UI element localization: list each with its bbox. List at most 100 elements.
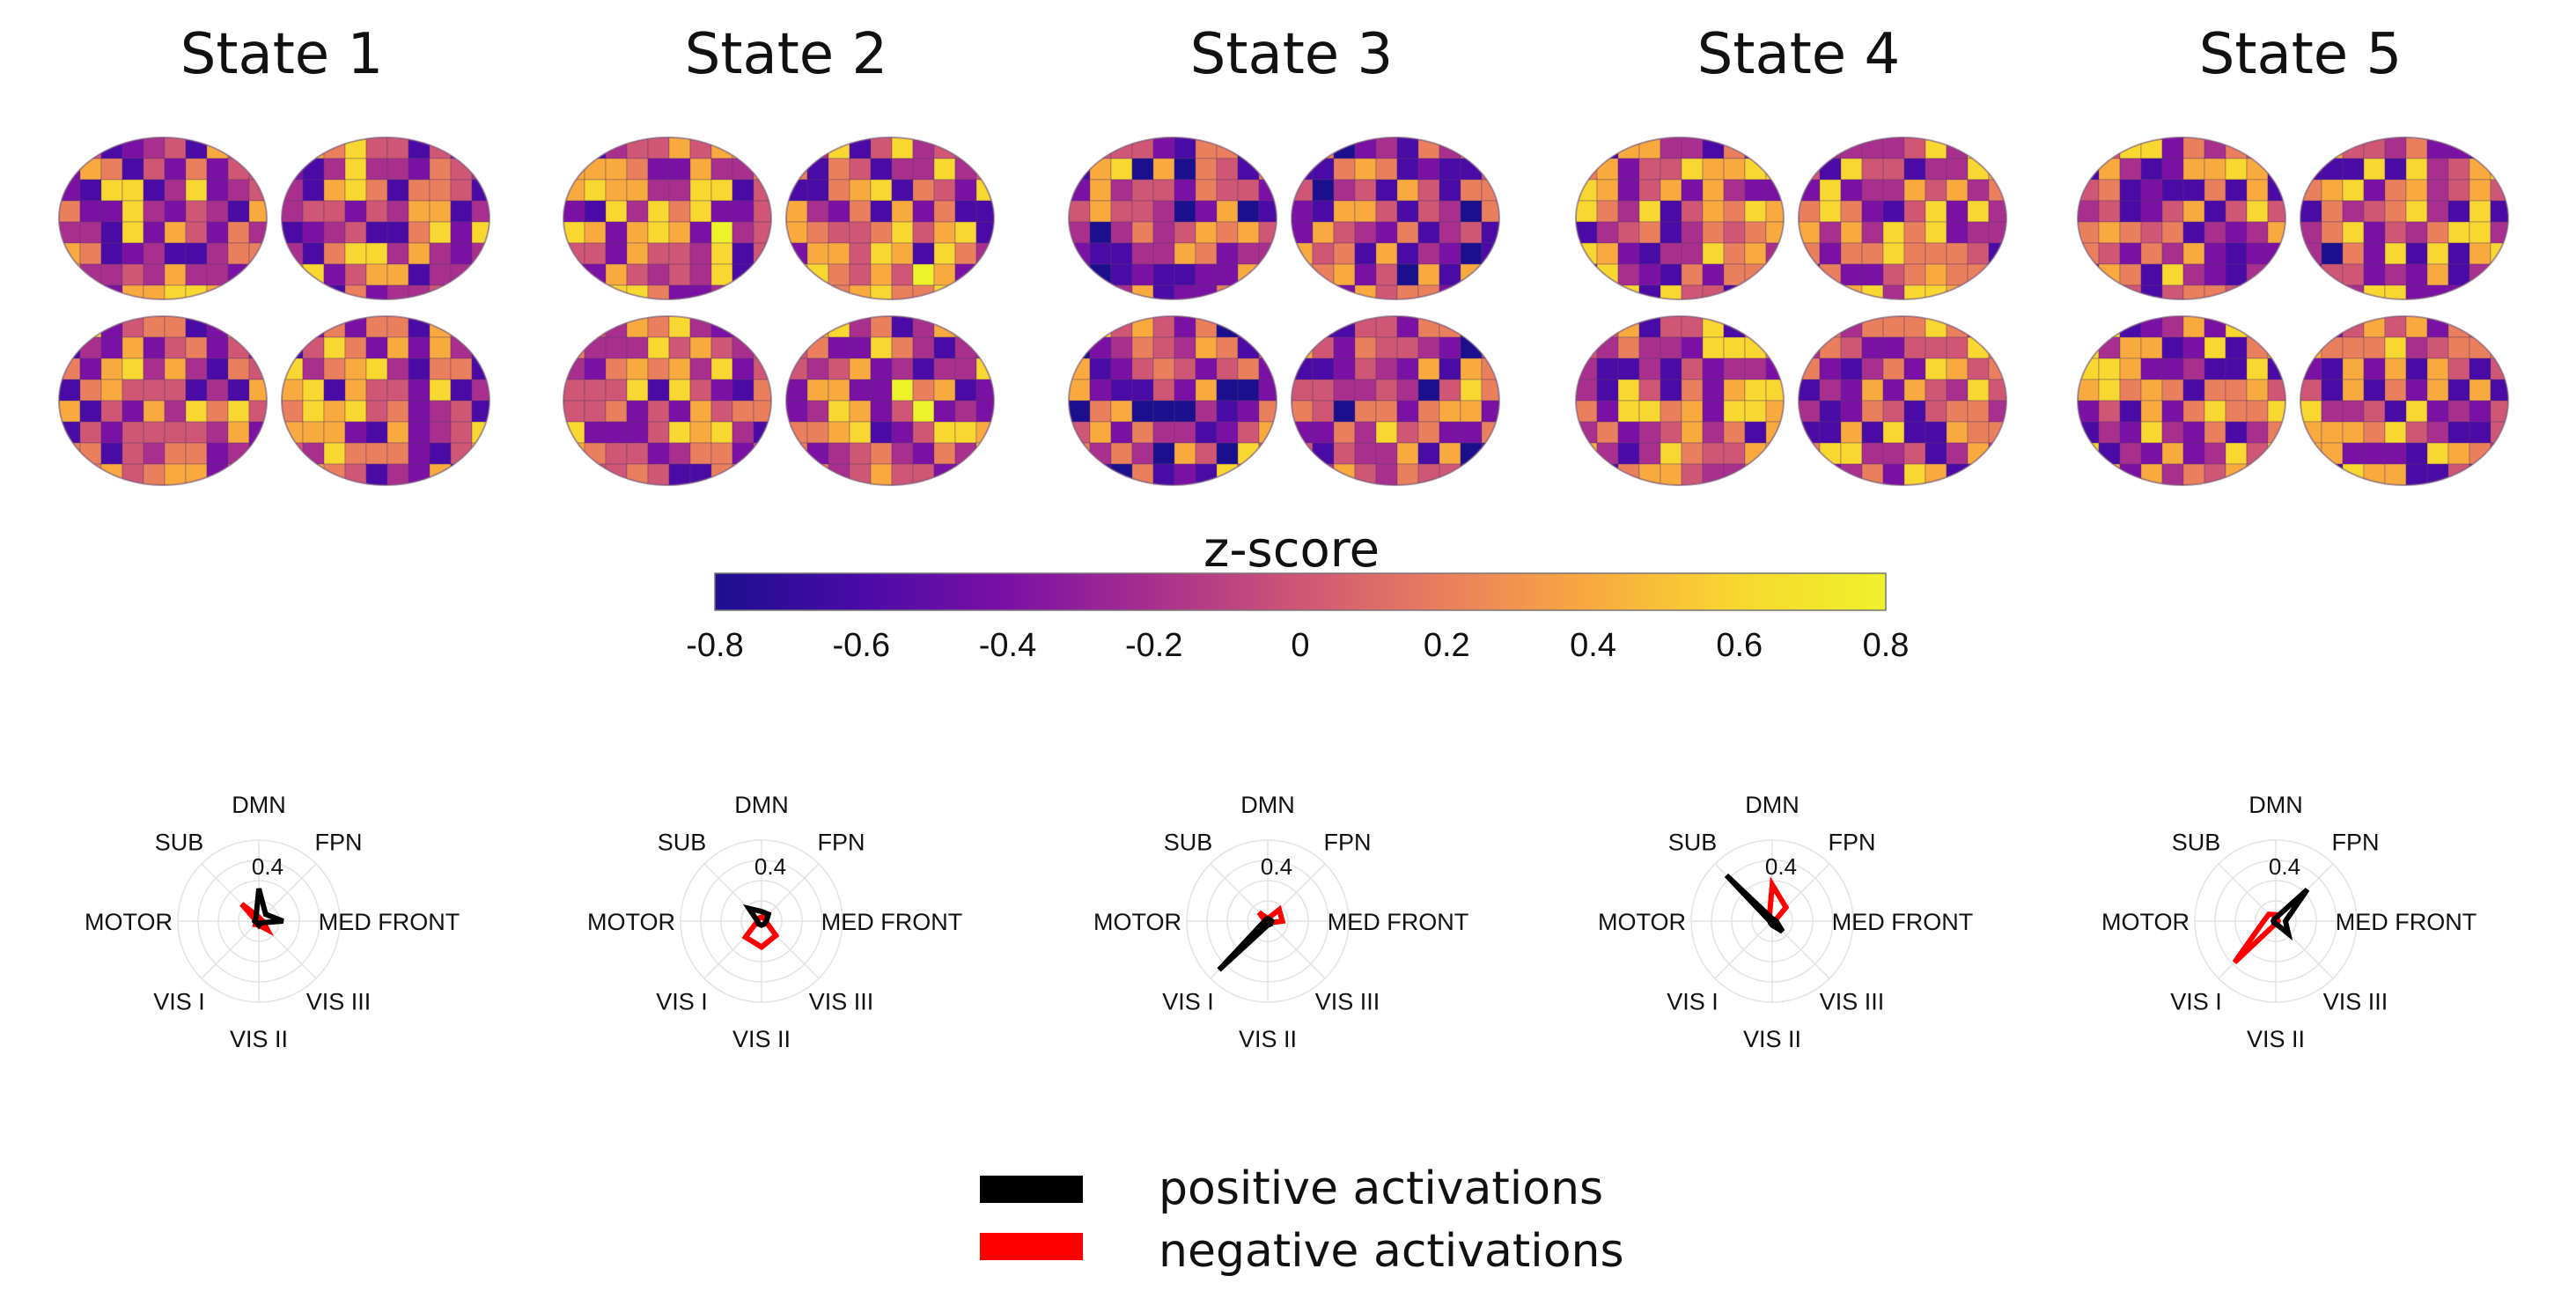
radar-axis-label: MED FRONT <box>2336 909 2477 935</box>
radar-series-positive <box>1217 915 1276 972</box>
radar-axis-label: SUB <box>1668 829 1718 855</box>
colorbar-tick-label: 0.8 <box>1863 627 1910 664</box>
brain-view <box>563 316 771 485</box>
colorbar-gradient <box>714 572 1887 611</box>
radar-axis-label: VIS I <box>2170 989 2222 1015</box>
colorbar-tick-label: -0.2 <box>1125 627 1182 664</box>
legend-label-negative: negative activations <box>1159 1225 1624 1278</box>
radar-axis-label: FPN <box>2332 829 2380 855</box>
brain-view <box>1069 316 1277 485</box>
state-title-1: State 1 <box>180 22 383 87</box>
radar-axis-label: VIS II <box>2247 1026 2305 1052</box>
radar-axis-label: DMN <box>1240 792 1295 818</box>
brain-set-3 <box>1068 136 1500 486</box>
radar-r-tick-label: 0.4 <box>1765 853 1797 880</box>
radar-axis-label: MOTOR <box>2101 909 2190 935</box>
colorbar-tick-label: 0.4 <box>1570 627 1616 664</box>
radar-series-positive <box>2270 887 2310 941</box>
radar-axis-label: SUB <box>2172 829 2221 855</box>
brain-view <box>282 316 489 485</box>
radar-chart-3: 0.4 DMN FPN MED FRONT VIS III VIS II VIS I MOTO… <box>1093 792 1468 1052</box>
radar-series-positive <box>742 904 772 928</box>
brain-view <box>786 316 994 485</box>
radar-series-positive <box>1724 873 1785 934</box>
state-title-4: State 4 <box>1697 22 1900 87</box>
brain-view <box>2078 316 2285 485</box>
colorbar-tick-label: 0.6 <box>1716 627 1763 664</box>
colorbar: z-score -0.8 -0.6 -0.4 -0.2 0 0.2 0.4 0.6 0.8 <box>686 521 1909 664</box>
state-title-5: State 5 <box>2199 22 2402 87</box>
colorbar-tick-label: -0.8 <box>686 627 743 664</box>
brain-set-2 <box>563 136 995 486</box>
radar-axis-label: VIS I <box>1162 989 1214 1015</box>
radar-axis-label: MED FRONT <box>319 909 460 935</box>
radar-axis-label: DMN <box>232 792 286 818</box>
colorbar-ticks: -0.8 -0.6 -0.4 -0.2 0 0.2 0.4 0.6 0.8 <box>686 627 1909 664</box>
radar-axis-label: MED FRONT <box>1832 909 1973 935</box>
radar-axis-label: MED FRONT <box>1328 909 1468 935</box>
brain-set-5 <box>2077 136 2509 486</box>
radar-axis-label: SUB <box>155 829 204 855</box>
radar-axis-label: VIS III <box>809 989 874 1015</box>
brain-set-1 <box>58 136 490 486</box>
radar-axis-label: VIS III <box>1315 989 1380 1015</box>
radar-axis-label: VIS III <box>1820 989 1885 1015</box>
state-titles: State 1 State 2 State 3 State 4 State 5 <box>180 22 2402 87</box>
colorbar-tick-label: -0.6 <box>833 627 890 664</box>
radar-axis-label: VIS I <box>1667 989 1719 1015</box>
radar-r-tick-label: 0.4 <box>252 853 283 880</box>
radar-axis-label: DMN <box>1745 792 1800 818</box>
radar-chart-2: 0.4 DMN FPN MED FRONT VIS III VIS II VIS I MOTO… <box>587 792 962 1052</box>
radar-axis-label: VIS II <box>1743 1026 1801 1052</box>
brain-renderings <box>58 136 2509 486</box>
colorbar-tick-label: -0.4 <box>979 627 1036 664</box>
state-title-2: State 2 <box>685 22 887 87</box>
radar-axis-label: FPN <box>1829 829 1876 855</box>
legend: positive activations negative activation… <box>980 1162 1624 1278</box>
radar-axis-label: VIS I <box>153 989 205 1015</box>
radar-axis-label: MOTOR <box>85 909 173 935</box>
radar-axis-label: VIS II <box>732 1026 791 1052</box>
radar-axis-label: MOTOR <box>1093 909 1181 935</box>
radar-axis-label: FPN <box>1324 829 1372 855</box>
state-title-3: State 3 <box>1190 22 1393 87</box>
radar-grid <box>680 839 843 1003</box>
radar-r-tick-label: 0.4 <box>1261 853 1292 880</box>
radar-axis-label: MED FRONT <box>821 909 962 935</box>
legend-swatch-positive <box>980 1176 1083 1203</box>
brain-view <box>563 137 771 299</box>
radar-axis-label: MOTOR <box>1598 909 1686 935</box>
colorbar-title: z-score <box>1203 521 1380 579</box>
radar-axis-label: FPN <box>818 829 865 855</box>
radar-axis-label: DMN <box>734 792 789 818</box>
brain-view <box>1292 316 1499 485</box>
radar-chart-4: 0.4 DMN FPN MED FRONT VIS III VIS II VIS I MOTO… <box>1598 792 1973 1052</box>
brain-view <box>59 316 267 485</box>
radar-axis-label: SUB <box>1164 829 1213 855</box>
radar-axis-label: VIS III <box>2323 989 2388 1015</box>
radar-series-positive <box>251 888 284 930</box>
radar-axis-label: VIS II <box>230 1026 288 1052</box>
radar-axis-label: VIS I <box>656 989 708 1015</box>
radar-axis-label: VIS II <box>1239 1026 1297 1052</box>
brain-set-4 <box>1575 136 2007 486</box>
legend-swatch-negative <box>980 1233 1083 1260</box>
radar-r-tick-label: 0.4 <box>2269 853 2300 880</box>
radar-axis-label: DMN <box>2248 792 2303 818</box>
radar-axis-label: VIS III <box>306 989 372 1015</box>
colorbar-tick-label: 0.2 <box>1424 627 1470 664</box>
colorbar-tick-label: 0 <box>1291 627 1309 664</box>
brain-view <box>2300 316 2508 485</box>
brain-view <box>1799 316 2006 485</box>
radar-axis-label: SUB <box>658 829 707 855</box>
radar-r-tick-label: 0.4 <box>754 853 786 880</box>
radar-charts: 0.4 DMN FPN MED FRONT VIS III VIS II VIS I MOTO… <box>85 792 2477 1052</box>
radar-grid <box>1186 839 1350 1003</box>
radar-chart-1: 0.4 DMN FPN MED FRONT VIS III VIS II VIS I MOTO… <box>85 792 460 1052</box>
radar-axis-label: FPN <box>315 829 363 855</box>
radar-chart-5: 0.4 DMN FPN MED FRONT VIS III VIS II VIS I MOTO… <box>2101 792 2477 1052</box>
radar-axis-label: MOTOR <box>587 909 675 935</box>
brain-view <box>1576 316 1784 485</box>
legend-label-positive: positive activations <box>1159 1162 1603 1215</box>
